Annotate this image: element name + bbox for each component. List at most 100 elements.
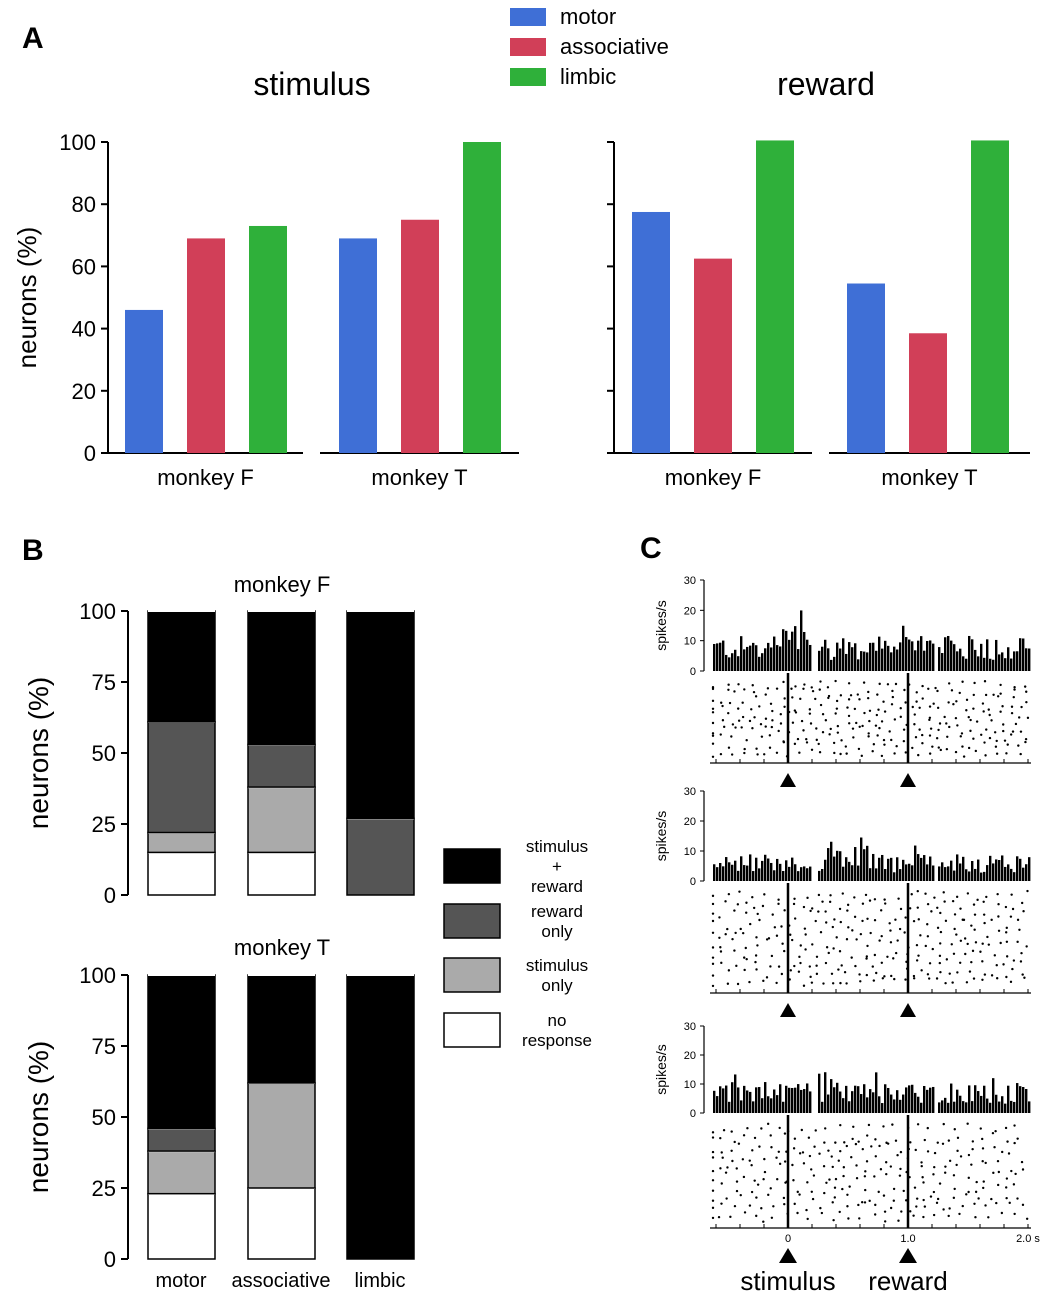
raster-spike — [836, 731, 840, 734]
raster-spike — [798, 1193, 801, 1196]
raster-spike — [953, 927, 956, 931]
raster-spike — [956, 1149, 959, 1153]
raster-spike — [793, 1137, 797, 1140]
hist-bin — [734, 1074, 737, 1113]
raster-spike — [1020, 901, 1024, 905]
raster-spike — [778, 1126, 781, 1130]
raster-spike — [756, 944, 759, 947]
hist-bin — [875, 650, 878, 671]
raster-spike — [952, 952, 956, 955]
raster-spike — [766, 687, 770, 690]
raster-spike — [870, 1145, 873, 1148]
raster-spike — [805, 741, 809, 744]
hist-bin — [965, 1102, 968, 1113]
raster-spike — [727, 746, 731, 749]
raster-spike — [898, 927, 902, 931]
raster-spike — [866, 917, 869, 920]
raster-spike — [711, 1206, 715, 1210]
raster-spike — [929, 727, 933, 730]
raster-spike — [834, 679, 837, 683]
hist-bin — [713, 864, 716, 881]
raster-spike — [799, 697, 802, 701]
raster-spike — [1005, 1186, 1008, 1189]
raster-spike — [726, 982, 730, 985]
hist-bin — [716, 643, 719, 671]
panel-a: A motor associative limbic stimulus 0 20 40 60… — [12, 4, 1030, 490]
raster-spike — [984, 1204, 987, 1207]
raster-spike — [742, 1175, 746, 1179]
raster-spike — [711, 1156, 715, 1159]
raster-spike — [753, 1136, 757, 1140]
raster-spike — [1017, 716, 1021, 719]
hist-bin — [938, 866, 941, 881]
hist-bin — [716, 867, 719, 881]
raster-spike — [711, 1150, 715, 1154]
raster-block-3: 0 10 20 30 spikes/s — [653, 1021, 1031, 1229]
raster-spike — [775, 981, 778, 985]
group-label: monkey F — [157, 465, 254, 490]
raster-spike — [735, 1167, 738, 1170]
raster-block-2: 0 10 20 30 spikes/s — [653, 786, 1031, 1017]
raster-spike — [904, 916, 907, 919]
raster-spike — [764, 717, 768, 720]
hist-bin — [1022, 1087, 1025, 1113]
raster-spike — [973, 928, 976, 931]
raster-spike — [1012, 1183, 1016, 1186]
hist-bin — [884, 869, 887, 881]
raster-spike — [839, 1149, 842, 1153]
raster-spike — [791, 1163, 794, 1167]
raster-spike — [963, 937, 967, 940]
raster-spike — [1005, 926, 1008, 930]
raster-spike — [1013, 686, 1016, 689]
hist-bin — [776, 1095, 779, 1113]
raster-spike — [711, 707, 715, 710]
hist-bin — [971, 861, 974, 881]
hist-bin — [887, 645, 890, 671]
raster-spike — [736, 707, 740, 710]
raster-spike — [953, 1128, 956, 1131]
raster-spike — [839, 752, 842, 756]
y-axis-label: neurons (%) — [23, 677, 54, 830]
raster-spike — [751, 1149, 754, 1152]
hist-bin — [800, 867, 803, 881]
raster-spike — [980, 733, 983, 736]
raster-spike — [999, 692, 1002, 695]
raster-spike — [791, 938, 794, 942]
hist-bin — [755, 857, 758, 881]
raster-spike — [739, 927, 742, 931]
hist-bin — [818, 650, 821, 671]
raster-spike — [842, 1174, 845, 1178]
raster-spike — [763, 753, 766, 756]
raster-spike — [984, 693, 988, 697]
raster-spike — [974, 1216, 977, 1219]
raster-spike — [964, 952, 967, 956]
raster-spike — [748, 719, 752, 723]
hist-y-tick-label-10: 10 — [684, 636, 696, 648]
raster-spike — [741, 701, 744, 704]
raster-spike — [835, 936, 838, 939]
raster-spike — [827, 951, 830, 955]
hist-bin — [965, 869, 968, 881]
raster-spike — [782, 1196, 786, 1200]
raster-spike — [955, 1163, 958, 1167]
raster-spike — [948, 1207, 951, 1210]
hist-bin — [872, 1092, 875, 1113]
hist-y-tick-label-10: 10 — [684, 846, 696, 858]
hist-bin — [929, 856, 932, 881]
y-tick-label-0: 0 — [104, 883, 116, 908]
raster-spike — [1005, 752, 1008, 755]
raster-spike — [812, 1174, 816, 1177]
raster-spike — [831, 925, 835, 929]
hist-bin — [839, 648, 842, 671]
raster-spike — [992, 693, 995, 696]
raster-spike — [965, 709, 968, 712]
raster-spike — [743, 968, 746, 972]
hist-bin — [944, 867, 947, 881]
hist-bin — [905, 1087, 908, 1113]
raster-spike — [826, 686, 830, 689]
raster-spike — [902, 728, 906, 731]
raster-spike — [936, 689, 939, 693]
raster-spike — [768, 734, 772, 737]
hist-y-tick-label-0: 0 — [690, 876, 696, 888]
raster-spike — [849, 694, 853, 697]
